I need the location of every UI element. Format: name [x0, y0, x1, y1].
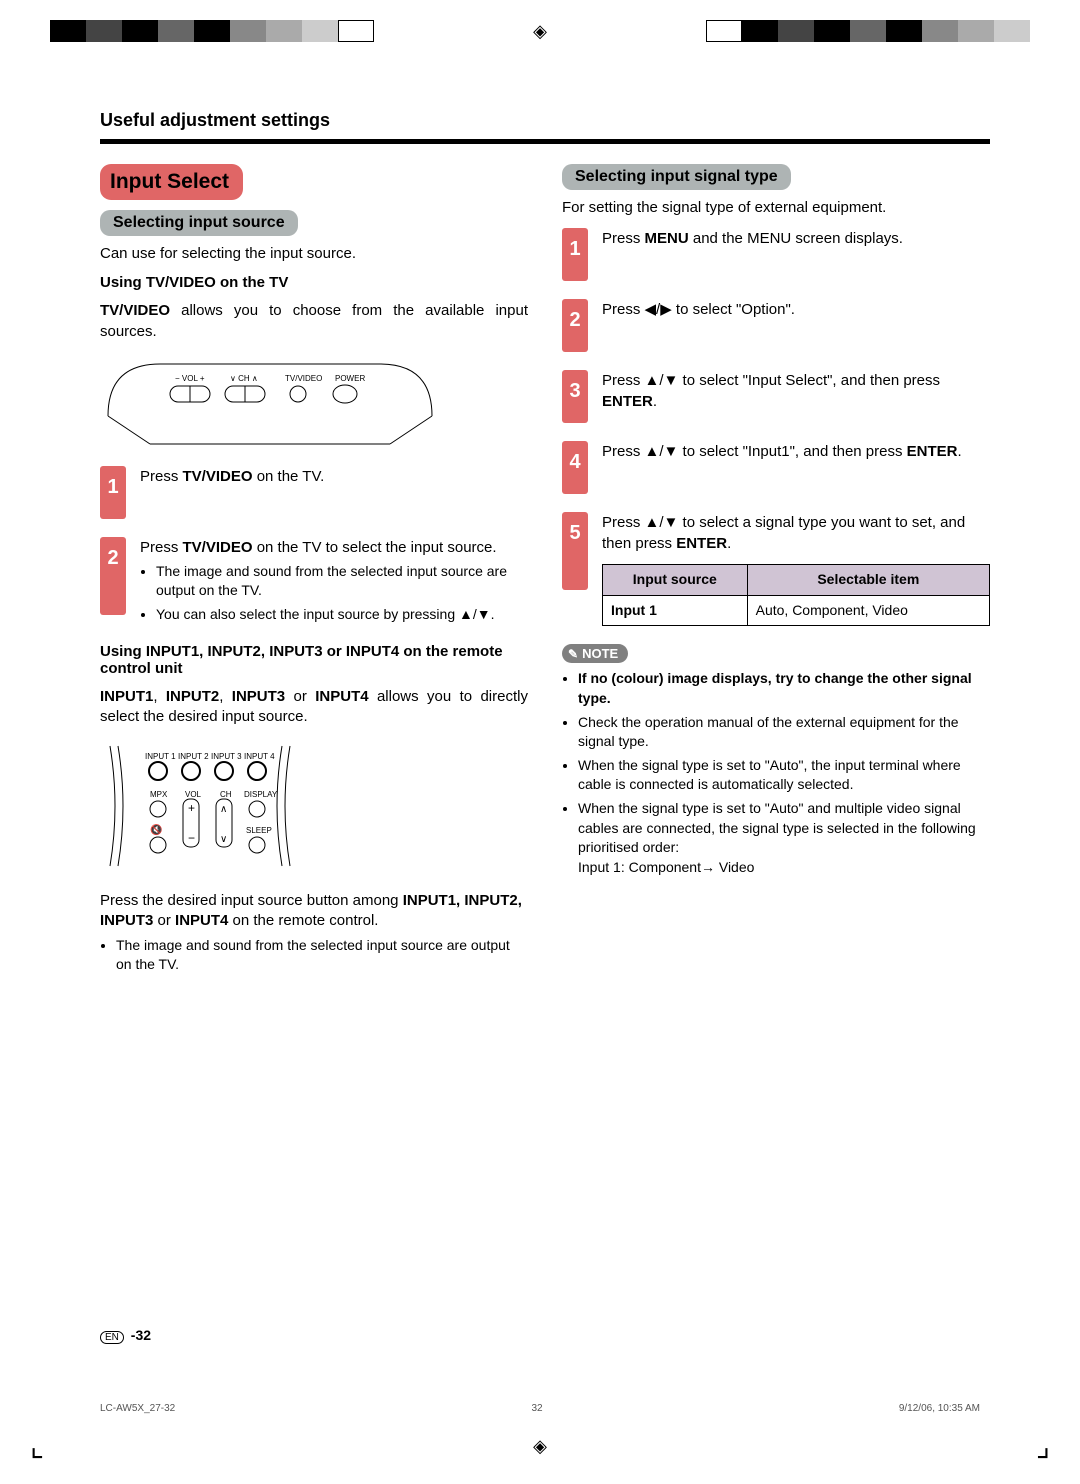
using-tvvideo-heading: Using TV/VIDEO on the TV [100, 274, 528, 291]
note-item: If no (colour) image displays, try to ch… [578, 669, 990, 708]
table-cell: Input 1 [603, 595, 748, 626]
print-slug: LC-AW5X_27-32 32 9/12/06, 10:35 AM [0, 1403, 1080, 1414]
step-body: Press ◀/▶ to select "Option". [602, 299, 990, 320]
page-number: EN -32 [100, 1327, 151, 1344]
svg-text:∧: ∧ [220, 804, 227, 815]
svg-text:MPX: MPX [150, 790, 168, 799]
signal-table: Input source Selectable item Input 1 Aut… [602, 564, 990, 626]
right-step-3: 3 Press ▲/▼ to select "Input Select", an… [562, 370, 990, 423]
svg-text:SLEEP: SLEEP [246, 826, 272, 835]
remote-control-diagram: INPUT 1INPUT 2INPUT 3INPUT 4 MPX VOL CH DIS… [100, 741, 528, 871]
left-column: Input Select Selecting input source Can … [100, 164, 528, 979]
section-title: Useful adjustment settings [100, 110, 990, 131]
step-number: 4 [562, 441, 588, 494]
step-body: Press ▲/▼ to select "Input Select", and … [602, 370, 990, 412]
bullet: The image and sound from the selected in… [116, 936, 528, 975]
print-registration-bottom: ⌞ ◈ ⌟ [0, 1429, 1080, 1464]
step-body: Press ▲/▼ to select "Input1", and then p… [602, 441, 990, 462]
tv-panel-diagram: − VOL + ∨ CH ∧ TV/VIDEO POWER [100, 356, 528, 446]
svg-text:INPUT 2: INPUT 2 [178, 752, 209, 761]
step-body: Press TV/VIDEO on the TV. [140, 466, 528, 487]
table-cell: Auto, Component, Video [747, 595, 989, 626]
press-desired-text: Press the desired input source button am… [100, 891, 528, 932]
right-step-5: 5 Press ▲/▼ to select a signal type you … [562, 512, 990, 626]
step-number: 1 [100, 466, 126, 519]
language-badge: EN [100, 1331, 124, 1344]
svg-text:VOL: VOL [185, 790, 202, 799]
slug-date: 9/12/06, 10:35 AM [899, 1403, 980, 1414]
svg-text:TV/VIDEO: TV/VIDEO [285, 374, 322, 383]
svg-text:− VOL +: − VOL + [175, 374, 205, 383]
note-item: When the signal type is set to "Auto", t… [578, 756, 990, 795]
page-content: Useful adjustment settings Input Select … [0, 0, 1080, 1029]
right-column: Selecting input signal type For setting … [562, 164, 990, 979]
svg-text:INPUT 3: INPUT 3 [211, 752, 242, 761]
bullet: The image and sound from the selected in… [156, 562, 528, 601]
step-body: Press TV/VIDEO on the TV to select the i… [140, 537, 528, 625]
page-num: -32 [131, 1327, 151, 1343]
tvvideo-desc: TV/VIDEO allows you to choose from the a… [100, 301, 528, 342]
bullet: You can also select the input source by … [156, 605, 528, 625]
svg-text:∨: ∨ [220, 834, 227, 845]
right-step-4: 4 Press ▲/▼ to select "Input1", and then… [562, 441, 990, 494]
inputs-desc: INPUT1, INPUT2, INPUT3 or INPUT4 allows … [100, 687, 528, 728]
svg-text:INPUT 1: INPUT 1 [145, 752, 176, 761]
note-item: Check the operation manual of the extern… [578, 713, 990, 752]
table-row: Input 1 Auto, Component, Video [603, 595, 990, 626]
svg-text:∨ CH ∧: ∨ CH ∧ [230, 374, 258, 383]
step-number: 2 [100, 537, 126, 615]
slug-page: 32 [531, 1403, 542, 1414]
intro-text: For setting the signal type of external … [562, 198, 990, 218]
step-number: 3 [562, 370, 588, 423]
color-bar-right [706, 20, 1030, 42]
color-bar-left [50, 20, 374, 42]
table-header: Input source [603, 565, 748, 596]
intro-text: Can use for selecting the input source. [100, 244, 528, 264]
using-inputs-heading: Using INPUT1, INPUT2, INPUT3 or INPUT4 o… [100, 643, 528, 677]
crosshair-icon: ◈ [533, 21, 547, 42]
right-step-2: 2 Press ◀/▶ to select "Option". [562, 299, 990, 352]
svg-text:−: − [188, 831, 195, 845]
svg-text:POWER: POWER [335, 374, 365, 383]
step-number: 2 [562, 299, 588, 352]
note-item: When the signal type is set to "Auto" an… [578, 799, 990, 877]
step-number: 5 [562, 512, 588, 590]
step-body: Press MENU and the MENU screen displays. [602, 228, 990, 249]
step-number: 1 [562, 228, 588, 281]
tvvideo-label: TV/VIDEO [100, 302, 170, 319]
note-list: If no (colour) image displays, try to ch… [562, 669, 990, 877]
svg-text:CH: CH [220, 790, 232, 799]
svg-text:🔇: 🔇 [150, 823, 162, 836]
svg-text:INPUT 4: INPUT 4 [244, 752, 275, 761]
right-step-1: 1 Press MENU and the MENU screen display… [562, 228, 990, 281]
left-step-2: 2 Press TV/VIDEO on the TV to select the… [100, 537, 528, 625]
section-rule [100, 139, 990, 144]
corner-mark: ⌟ [1036, 1429, 1050, 1464]
crosshair-icon: ◈ [533, 1436, 547, 1457]
svg-text:+: + [188, 801, 195, 815]
note-badge: NOTE [562, 644, 628, 663]
selecting-signal-type-heading: Selecting input signal type [562, 164, 791, 190]
corner-mark: ⌞ [30, 1429, 44, 1464]
svg-text:DISPLAY: DISPLAY [244, 790, 278, 799]
selecting-input-source-heading: Selecting input source [100, 210, 298, 236]
input-select-heading: Input Select [100, 164, 243, 200]
step-body: Press ▲/▼ to select a signal type you wa… [602, 512, 990, 626]
left-step-1: 1 Press TV/VIDEO on the TV. [100, 466, 528, 519]
table-header: Selectable item [747, 565, 989, 596]
slug-file: LC-AW5X_27-32 [100, 1403, 175, 1414]
print-registration-top: ◈ [0, 20, 1080, 42]
